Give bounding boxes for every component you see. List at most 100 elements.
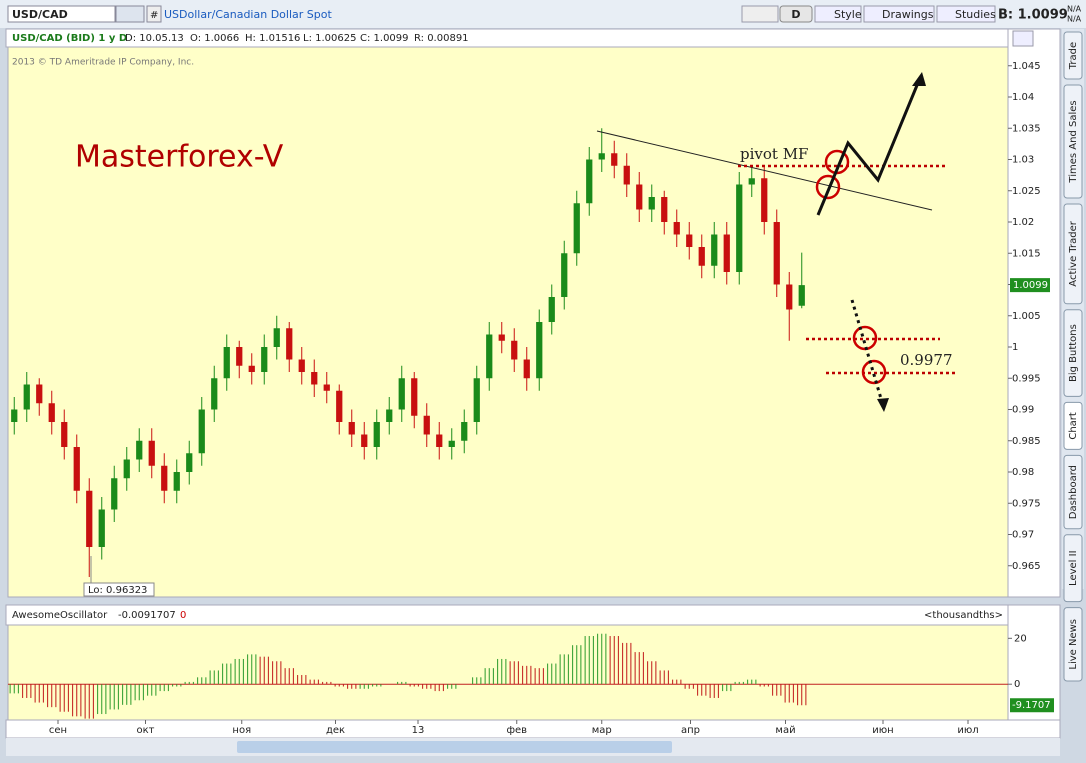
candle-body (311, 372, 318, 385)
y-tick-label: 0.97 (1012, 530, 1034, 541)
candle-body (673, 222, 680, 235)
y-tick-label: 0.985 (1012, 436, 1041, 447)
candle-body (386, 409, 393, 422)
time-axis-bg (5, 719, 1061, 739)
candle-body (636, 184, 643, 210)
candle-body (723, 234, 730, 272)
candle-body (336, 390, 343, 422)
style-button[interactable] (814, 5, 862, 23)
side-tab[interactable] (1063, 607, 1083, 682)
candle-body (148, 440, 155, 466)
hash-button[interactable] (146, 5, 162, 23)
candle-body (23, 384, 30, 410)
side-tab[interactable] (1063, 454, 1083, 530)
candle-body (98, 509, 105, 547)
y-tick-label: 0.99 (1012, 405, 1034, 416)
break-circle (815, 174, 841, 200)
candle-body (198, 409, 205, 454)
period-button[interactable] (779, 5, 813, 23)
y-tick-label: 1.03 (1012, 155, 1034, 166)
last-price-box (1010, 278, 1050, 293)
candle-body (111, 478, 118, 510)
studies-label: Studies (955, 8, 996, 21)
y-tick-label: 1.02 (1012, 217, 1034, 228)
pivot-label: pivot MF (740, 145, 808, 163)
candle-body (611, 153, 618, 166)
candle-body (548, 297, 555, 322)
candle-body (398, 378, 405, 410)
na-bottom: N/A (1067, 15, 1082, 24)
candle-body (186, 453, 193, 472)
candle-body (698, 247, 705, 266)
bid-price: B: 1.0099 (998, 8, 1068, 23)
candle-body (711, 234, 718, 266)
candle-body (73, 447, 80, 491)
side-tab-label: Chart (1068, 412, 1079, 440)
side-tab-label: Big Buttons (1068, 324, 1079, 382)
candle-body (486, 334, 493, 379)
tool-buttons[interactable] (741, 5, 779, 23)
candle-body (573, 203, 580, 254)
candle-body (373, 422, 380, 447)
y-tick-label: 0 (1014, 679, 1020, 690)
side-tab[interactable] (1063, 31, 1083, 80)
y-tick-label: 1.005 (1012, 311, 1041, 322)
header-low: L: 1.00625 (303, 33, 356, 44)
symbol-input[interactable] (7, 5, 116, 23)
x-tick-label: мар (592, 725, 612, 736)
candle-body (261, 347, 268, 372)
candle-body (136, 440, 143, 460)
price-axis-bg (1007, 28, 1061, 598)
candle-body (323, 384, 330, 391)
y-tick-label: 1.045 (1012, 61, 1041, 72)
chart-settings-button[interactable] (1012, 30, 1034, 47)
header-high: H: 1.01516 (245, 33, 300, 44)
candle-body (348, 422, 355, 435)
side-tabs: Trade Times And Sales Active Trader Big But… (1063, 31, 1083, 682)
candle-body (448, 440, 455, 447)
header-range: R: 0.00891 (414, 33, 469, 44)
y-tick-label: 1.04 (1012, 92, 1034, 103)
candle-body (236, 347, 243, 366)
x-tick-label: дек (326, 725, 345, 736)
candle-body (411, 378, 418, 416)
price-chart: 0.965 0.97 0.975 0.98 0.985 0.99 0.995 1 1.005 1.… (11, 61, 1050, 736)
header-open: O: 1.0066 (190, 33, 239, 44)
scroll-thumb[interactable] (237, 741, 672, 753)
drawings-button[interactable] (863, 5, 935, 23)
candle-body (86, 490, 93, 547)
y-tick-label: 20 (1014, 633, 1027, 644)
last-value-label: -9.1707 (1012, 700, 1051, 711)
drawings-label: Drawings (882, 8, 934, 21)
study-value: -0.0091707 (118, 610, 176, 621)
candle-body (786, 284, 793, 310)
candle-body (773, 222, 780, 285)
arrow-head (912, 72, 926, 86)
side-tab[interactable] (1063, 84, 1083, 199)
period-label: D (791, 8, 800, 21)
candle-body (286, 328, 293, 360)
low-label: Lo: 0.96323 (88, 585, 147, 596)
last-value-box (1010, 698, 1054, 713)
side-tab-label: Times And Sales (1068, 100, 1079, 183)
x-tick-label: апр (681, 725, 700, 736)
header-close: C: 1.0099 (360, 33, 409, 44)
y-tick-label: 1 (1012, 342, 1018, 353)
x-tick-label: сен (49, 725, 67, 736)
studies-button[interactable] (936, 5, 996, 23)
candle-body (461, 422, 468, 441)
symbol-description[interactable]: USDollar/Canadian Dollar Spot (164, 8, 332, 21)
side-tab[interactable] (1063, 203, 1083, 305)
side-tab[interactable] (1063, 309, 1083, 397)
symbol-menu[interactable] (115, 5, 145, 23)
candle-body (61, 422, 68, 447)
side-tab[interactable] (1063, 534, 1083, 603)
candle-body (361, 434, 368, 447)
side-tab[interactable] (1063, 401, 1083, 450)
candle-body (536, 322, 543, 379)
chart-symbol: USD/CAD (BID) 1 y D (12, 33, 127, 44)
low-label-box (83, 582, 155, 597)
candle-body (761, 178, 768, 222)
